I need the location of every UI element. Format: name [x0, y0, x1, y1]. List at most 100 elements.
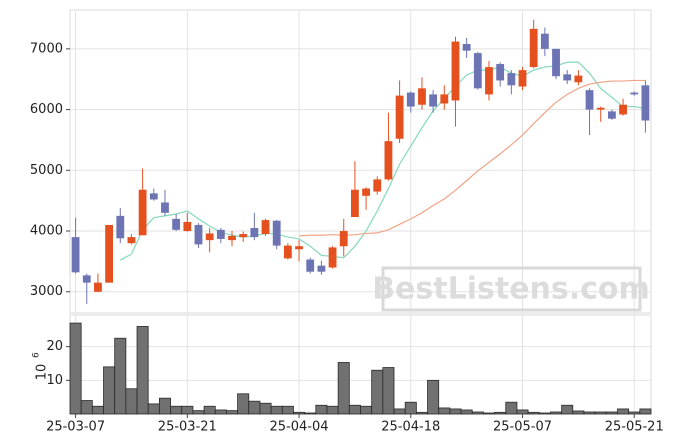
- candle-body: [239, 234, 248, 238]
- volume-bar: [393, 408, 406, 415]
- volume-bar: [170, 405, 183, 415]
- y-tick-label: 20: [46, 339, 63, 354]
- candle-body: [630, 92, 639, 95]
- candle-body: [619, 104, 627, 115]
- volume-bar: [69, 322, 82, 415]
- x-tick-label: 25-04-04: [270, 420, 329, 435]
- candle-body: [272, 220, 281, 246]
- candle-body: [395, 95, 404, 139]
- watermark-group: BestListens.com: [372, 266, 650, 312]
- candle-body: [540, 33, 549, 49]
- volume-bar: [516, 409, 529, 415]
- volume-bar: [628, 411, 641, 415]
- candle-body: [183, 221, 192, 232]
- volume-bar: [293, 411, 306, 415]
- volume-bar: [181, 405, 194, 415]
- volume-unit: 10 6: [32, 352, 50, 380]
- moving-average: [299, 79, 646, 237]
- candle-body: [172, 218, 181, 230]
- candle-body: [473, 53, 482, 89]
- volume-bar: [583, 411, 596, 415]
- volume-bar: [438, 407, 451, 415]
- volume-bar: [605, 411, 618, 415]
- volume-bar: [527, 411, 540, 415]
- volume-bar: [315, 404, 328, 415]
- candle-body: [429, 94, 438, 107]
- candle-body: [440, 94, 449, 104]
- candle-body: [295, 246, 303, 250]
- y-label-exponent: 6: [32, 352, 42, 358]
- candle-body: [563, 74, 572, 81]
- x-tick-label: 25-05-21: [605, 420, 664, 435]
- candle-body: [261, 220, 270, 235]
- candle-body: [328, 247, 337, 268]
- volume-bar: [136, 326, 149, 415]
- volume-bar: [639, 408, 652, 415]
- candle-body: [418, 88, 426, 105]
- candle-body: [283, 245, 292, 259]
- candle-body: [596, 107, 605, 110]
- volume-bar: [360, 405, 373, 415]
- volume-bar: [147, 403, 160, 415]
- candle-body: [406, 92, 415, 107]
- candle-body: [306, 259, 315, 272]
- volume-bar: [415, 411, 428, 415]
- volume-bar: [550, 411, 563, 415]
- candle-body: [194, 224, 203, 245]
- volume-bar: [80, 400, 93, 415]
- candle-body: [149, 193, 158, 200]
- volume-bar: [91, 405, 104, 415]
- volume-bar: [248, 400, 261, 415]
- candle-body: [507, 73, 516, 86]
- candle-body: [529, 28, 538, 68]
- candle-body: [71, 237, 80, 273]
- candle-body: [127, 237, 136, 244]
- volume-bar: [259, 402, 272, 415]
- candle-body: [485, 67, 493, 95]
- volume-bar: [203, 405, 216, 415]
- candle-body: [82, 275, 91, 283]
- candle-body: [228, 235, 236, 241]
- x-tick-label: 25-04-18: [381, 420, 440, 435]
- volume-bar: [471, 411, 484, 415]
- candle-body: [138, 189, 147, 236]
- x-tick-label: 25-03-07: [46, 420, 105, 435]
- volume-bar: [505, 401, 518, 415]
- volume-bar: [460, 409, 473, 415]
- volume-bar: [538, 412, 551, 415]
- volume-bar: [304, 412, 317, 415]
- candle-body: [641, 85, 650, 121]
- candle-body: [317, 265, 326, 272]
- volume-bar: [427, 379, 440, 415]
- candle-body: [161, 202, 169, 213]
- volume-bar: [114, 337, 127, 415]
- candle-body: [552, 48, 560, 77]
- candle-body: [94, 282, 102, 292]
- watermark-box: [381, 266, 642, 312]
- volume-bar: [572, 410, 585, 415]
- volume-bar: [404, 401, 417, 415]
- candle-body: [362, 188, 370, 196]
- y-tick-label: 4000: [30, 224, 63, 239]
- candle-body: [384, 141, 393, 180]
- volume-bar: [594, 411, 607, 415]
- volume-bar: [270, 405, 283, 415]
- candle-body: [216, 229, 225, 239]
- y-label: 10: [35, 364, 50, 381]
- plot-area: [69, 314, 652, 415]
- candle-body: [373, 179, 382, 192]
- x-tick-label: 25-03-21: [158, 420, 217, 435]
- volume-bar: [371, 369, 384, 415]
- volume-bar: [281, 405, 294, 415]
- volume-bar: [226, 410, 238, 415]
- y-tick-label: 5000: [30, 163, 63, 178]
- volume-bar: [337, 362, 350, 415]
- volume-bar: [348, 404, 361, 415]
- y-tick-label: 6000: [30, 102, 63, 117]
- x-tick-label: 25-05-07: [493, 420, 552, 435]
- candle-body: [607, 111, 616, 119]
- volume-bar: [561, 404, 574, 415]
- candle-body: [116, 215, 125, 239]
- candle-body: [496, 64, 505, 81]
- candle-body: [462, 44, 471, 51]
